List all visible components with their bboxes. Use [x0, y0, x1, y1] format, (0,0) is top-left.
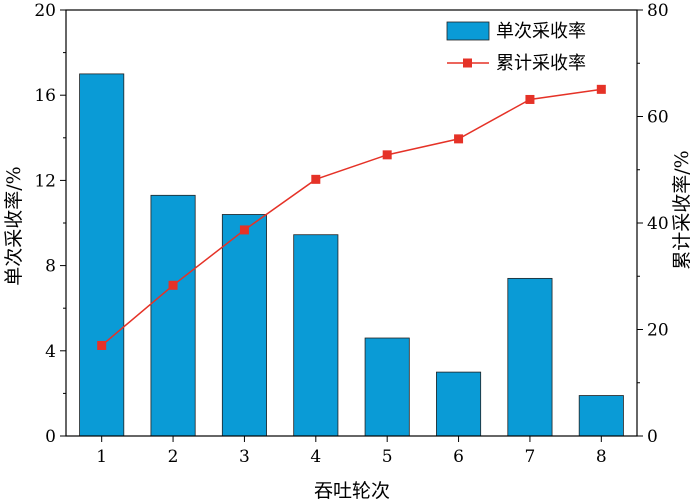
y-axis-title: 单次采收率/%: [3, 166, 25, 285]
line-point-5: [382, 150, 392, 160]
y-tick-label: 4: [45, 342, 56, 362]
x-tick-label: 1: [96, 447, 107, 467]
x-tick-label: 3: [239, 447, 250, 467]
bar-4: [293, 234, 339, 437]
y2-axis-title: 累计采收率/%: [671, 150, 693, 269]
cumulative-line: [101, 88, 602, 347]
line-point-2: [168, 280, 178, 290]
y2-tick-label: 60: [647, 108, 669, 128]
y2-tick-label: 80: [647, 1, 669, 21]
y2-tick-label: 40: [647, 214, 669, 234]
x-tick-label: 7: [525, 447, 536, 467]
bar-2: [150, 194, 196, 437]
x-tick-label: 5: [382, 447, 393, 467]
line-point-8: [596, 84, 606, 94]
bars-group: [79, 73, 624, 437]
bar-3: [221, 214, 267, 437]
y2-tick-label: 20: [647, 321, 669, 341]
bar-8: [578, 395, 624, 437]
x-axis-title: 吞吐轮次: [314, 480, 390, 502]
line-point-1: [97, 340, 107, 350]
legend: 单次采收率 累计采收率: [446, 21, 586, 74]
x-tick-label: 2: [168, 447, 179, 467]
line-point-7: [525, 94, 535, 104]
y-tick-label: 20: [34, 1, 56, 21]
y-tick-label: 0: [45, 427, 56, 447]
bar-6: [436, 371, 482, 437]
line-point-3: [239, 225, 249, 235]
line-series-group: [97, 84, 606, 350]
x-tick-label: 8: [596, 447, 607, 467]
x-tick-label: 4: [310, 447, 321, 467]
bar-5: [364, 337, 410, 437]
legend-bar-swatch: [446, 21, 490, 41]
line-point-4: [311, 174, 321, 184]
y-tick-label: 12: [34, 171, 56, 191]
legend-line-label: 累计采收率: [496, 53, 586, 74]
y-tick-label: 8: [45, 257, 56, 277]
bar-1: [79, 73, 125, 437]
x-tick-label: 6: [453, 447, 464, 467]
legend-line-marker: [463, 58, 472, 68]
line-point-6: [454, 134, 464, 144]
bar-7: [507, 277, 553, 437]
y-tick-label: 16: [34, 86, 56, 106]
y2-tick-label: 0: [647, 427, 658, 447]
legend-bar-label: 单次采收率: [496, 21, 586, 42]
